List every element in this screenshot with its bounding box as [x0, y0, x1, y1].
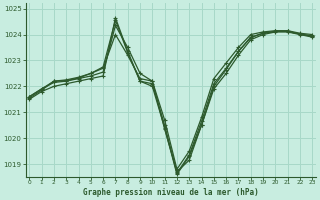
X-axis label: Graphe pression niveau de la mer (hPa): Graphe pression niveau de la mer (hPa): [83, 188, 259, 197]
